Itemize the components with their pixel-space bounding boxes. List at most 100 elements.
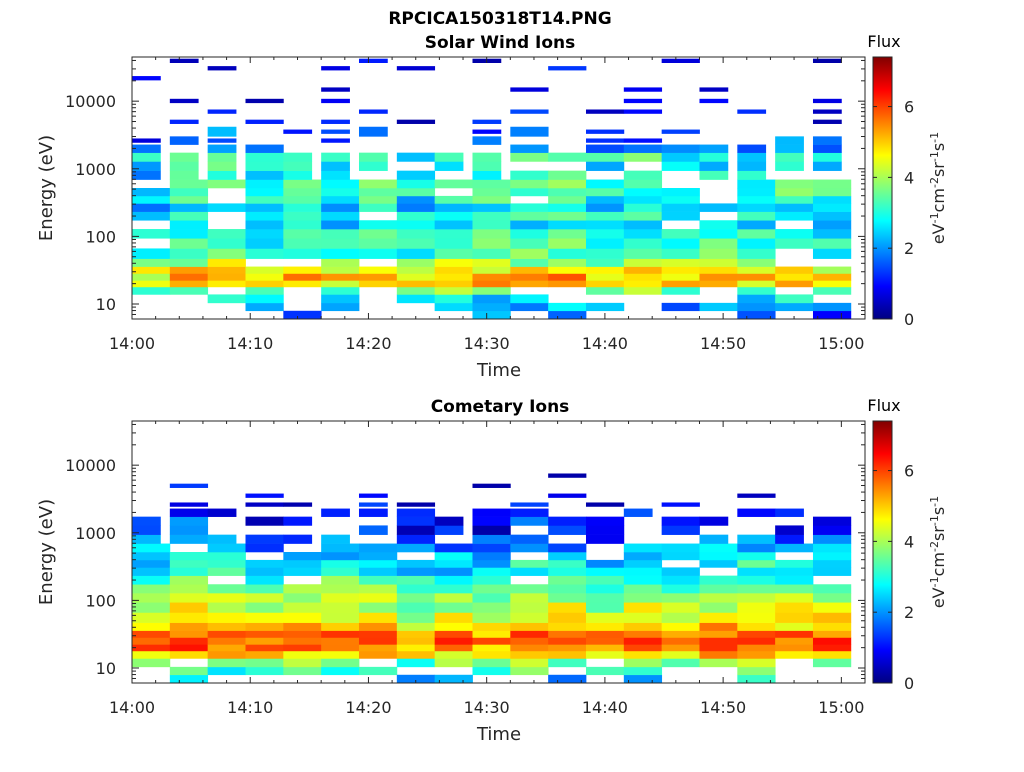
spectrogram-cell bbox=[132, 612, 171, 623]
colorbar-label-part: -1 bbox=[928, 496, 941, 507]
spectrogram-cell bbox=[812, 229, 852, 239]
spectrogram-cell bbox=[548, 567, 587, 576]
spectrogram-cell bbox=[245, 188, 284, 197]
spectrogram-cell bbox=[623, 170, 663, 180]
colorbar-title: Flux bbox=[867, 32, 900, 51]
spectrogram-cell bbox=[358, 266, 398, 274]
spectrogram-cell bbox=[169, 58, 199, 63]
spectrogram-cell bbox=[245, 650, 284, 659]
spectrogram-cell bbox=[283, 129, 313, 134]
spectrogram-cell bbox=[358, 622, 398, 631]
spectrogram-cell bbox=[321, 543, 360, 553]
y-tick-label: 100 bbox=[85, 591, 116, 610]
spectrogram-cell bbox=[434, 622, 473, 631]
colorbar-label: eV-1cm-2sr-1s-1 bbox=[928, 496, 948, 608]
spectrogram-cell bbox=[321, 602, 360, 613]
spectrogram-cell bbox=[472, 602, 511, 613]
spectrogram-cell bbox=[585, 211, 625, 221]
spectrogram-cell bbox=[775, 593, 814, 603]
spectrogram-cell bbox=[812, 136, 842, 145]
y-axis: 10 100 1000 10000 bbox=[65, 423, 865, 684]
spectrogram-cell bbox=[434, 525, 464, 535]
spectrogram-cell bbox=[510, 188, 549, 197]
spectrogram-cell bbox=[623, 593, 663, 603]
spectrogram-cell bbox=[585, 203, 625, 212]
spectrogram-cell bbox=[661, 188, 700, 197]
spectrogram-cell bbox=[396, 229, 436, 239]
spectrogram-cell bbox=[699, 622, 738, 631]
spectrogram-cell bbox=[283, 152, 313, 162]
spectrogram-cell bbox=[396, 567, 436, 576]
panel-solar-wind-ions: Solar Wind Ions 14:00 14:10 14:20 14:30 14:4… bbox=[36, 32, 948, 381]
spectrogram-cell bbox=[321, 98, 350, 104]
spectrogram-cell bbox=[434, 559, 473, 568]
spectrogram-cell bbox=[132, 273, 171, 281]
spectrogram-cell bbox=[132, 170, 161, 180]
spectrogram-cell bbox=[548, 674, 587, 683]
panel-title: Solar Wind Ions bbox=[425, 33, 576, 53]
spectrogram-cell bbox=[396, 516, 436, 526]
spectrogram-cell bbox=[169, 273, 209, 281]
spectrogram-cell bbox=[321, 152, 350, 162]
spectrogram-cell bbox=[396, 66, 436, 71]
spectrogram-cell bbox=[623, 203, 663, 212]
spectrogram-cell bbox=[812, 516, 852, 526]
spectrogram-cell bbox=[434, 612, 473, 623]
spectrogram-cell bbox=[812, 593, 852, 603]
spectrogram-cell bbox=[434, 286, 473, 295]
spectrogram-cell bbox=[245, 280, 284, 288]
spectrogram-cell bbox=[775, 188, 814, 197]
spectrogram-cell bbox=[623, 637, 663, 645]
spectrogram-cell bbox=[585, 109, 625, 114]
spectrogram-cell bbox=[358, 552, 398, 561]
spectrogram-cell bbox=[699, 584, 738, 594]
spectrogram-cell bbox=[245, 602, 284, 613]
spectrogram-cell bbox=[510, 516, 549, 526]
spectrogram-cell bbox=[623, 144, 663, 153]
spectrogram-cell bbox=[775, 179, 814, 189]
spectrogram-cell bbox=[472, 302, 511, 312]
spectrogram-cell bbox=[737, 280, 776, 288]
spectrogram-cell bbox=[434, 294, 473, 304]
spectrogram-cell bbox=[510, 179, 549, 189]
spectrogram-cell bbox=[245, 666, 284, 676]
spectrogram-cell bbox=[548, 66, 587, 71]
spectrogram-cell bbox=[585, 666, 625, 676]
colorbar-label-part: cm bbox=[929, 188, 948, 212]
spectrogram-cell bbox=[510, 229, 549, 239]
spectrogram-cell bbox=[358, 559, 398, 568]
spectrogram-cell bbox=[737, 161, 767, 171]
spectrogram-cell bbox=[699, 575, 738, 585]
spectrogram-cell bbox=[548, 559, 587, 568]
spectrogram-cell bbox=[207, 170, 237, 180]
spectrogram-cell bbox=[132, 543, 171, 553]
spectrogram-cell bbox=[207, 179, 246, 189]
figure-title: RPCICA150318T14.PNG bbox=[388, 9, 611, 29]
spectrogram-cell bbox=[321, 203, 360, 212]
spectrogram-cell bbox=[132, 637, 171, 645]
spectrogram-cell bbox=[585, 258, 625, 267]
spectrogram-cell bbox=[283, 220, 322, 230]
spectrogram-cell bbox=[132, 516, 161, 526]
spectrogram-cell bbox=[245, 567, 284, 576]
spectrogram-cell bbox=[245, 302, 284, 312]
colorbar-tick-label: 2 bbox=[904, 239, 914, 258]
spectrogram-cell bbox=[812, 195, 852, 204]
spectrogram-cell bbox=[661, 229, 700, 239]
spectrogram-cell bbox=[132, 203, 171, 212]
spectrogram-cell bbox=[510, 258, 549, 267]
spectrogram-cell bbox=[283, 658, 322, 668]
spectrogram-cell bbox=[510, 170, 549, 180]
spectrogram-cell bbox=[472, 248, 511, 259]
spectrogram-cell bbox=[737, 188, 776, 197]
spectrogram-cell bbox=[472, 229, 511, 239]
spectrogram-cell bbox=[699, 266, 738, 274]
spectrogram-cell bbox=[737, 302, 776, 312]
spectrogram-cell bbox=[548, 637, 587, 645]
spectrogram-cell bbox=[623, 273, 663, 281]
spectrogram-cell bbox=[548, 238, 587, 249]
colorbar-ticks: 0 2 4 6 bbox=[873, 462, 914, 693]
spectrogram-cell bbox=[548, 179, 587, 189]
spectrogram-cell bbox=[434, 179, 473, 189]
